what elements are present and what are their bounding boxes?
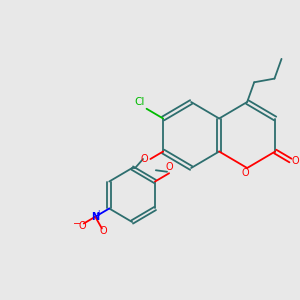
- Text: +: +: [96, 209, 102, 218]
- Text: O: O: [165, 162, 173, 172]
- Text: −: −: [73, 219, 81, 229]
- Text: O: O: [100, 226, 107, 236]
- Text: O: O: [140, 154, 148, 164]
- Text: O: O: [242, 167, 250, 178]
- Text: O: O: [292, 155, 300, 166]
- Text: N: N: [91, 212, 99, 222]
- Text: Cl: Cl: [135, 97, 145, 107]
- Text: O: O: [79, 221, 86, 231]
